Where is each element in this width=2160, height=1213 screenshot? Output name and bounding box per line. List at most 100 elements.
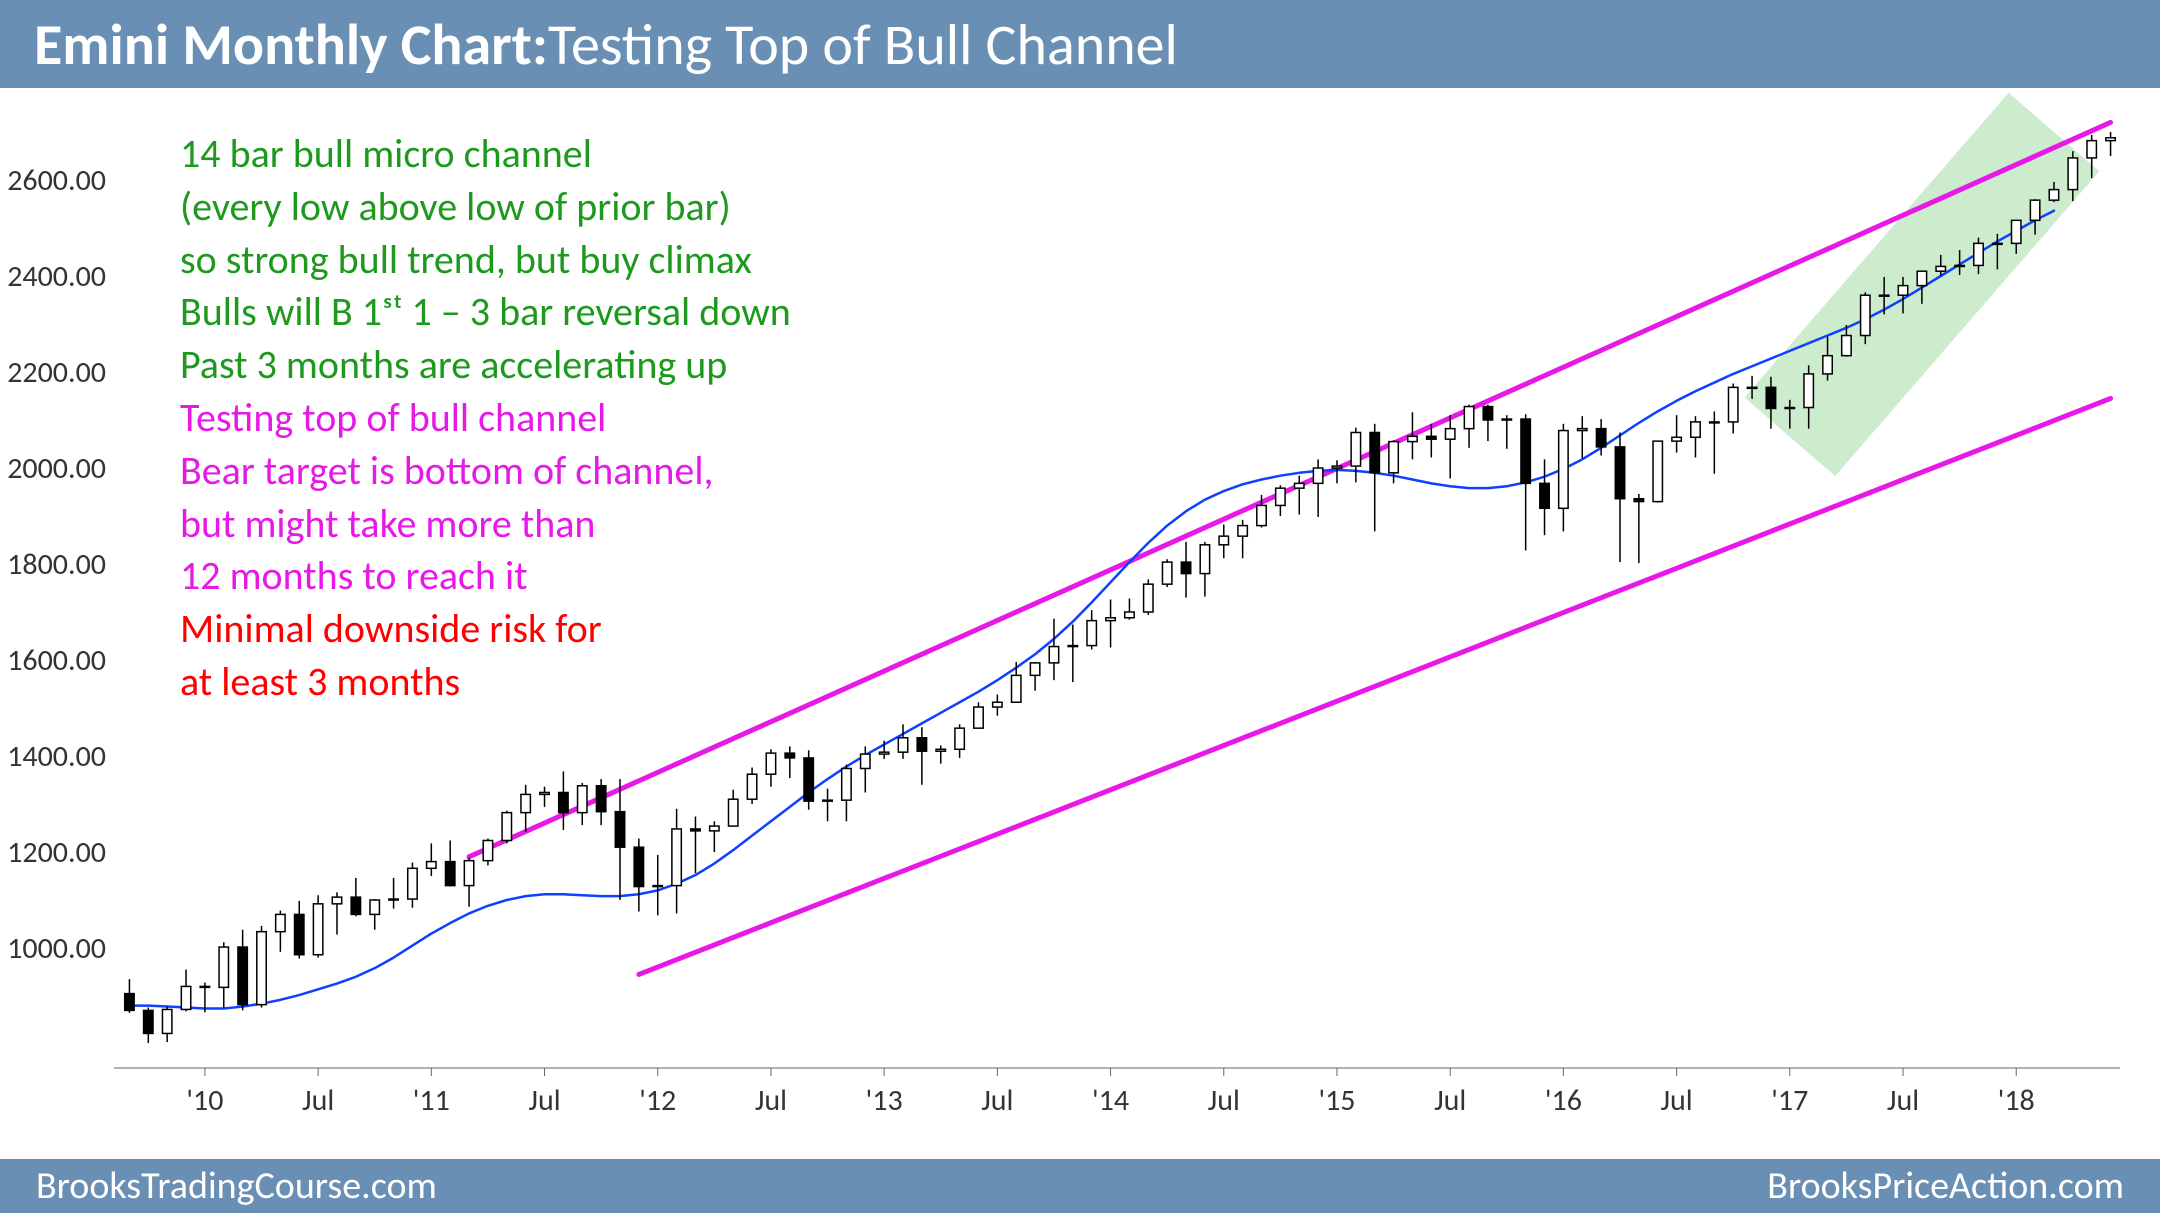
candle — [1521, 419, 1530, 483]
candle — [1125, 612, 1134, 618]
candle — [1955, 265, 1964, 266]
candle — [1879, 295, 1888, 296]
candle — [502, 813, 511, 841]
candle — [1257, 505, 1266, 525]
candle — [1200, 545, 1209, 574]
x-axis-label: '12 — [639, 1082, 676, 1119]
candle — [1030, 663, 1039, 675]
candle — [1672, 437, 1681, 441]
y-axis-label: 2400.00 — [7, 258, 106, 295]
candle — [1068, 646, 1077, 647]
candle — [804, 758, 813, 801]
candle — [1917, 271, 1926, 285]
x-axis-label: '14 — [1092, 1082, 1129, 1119]
candle — [2049, 190, 2058, 201]
x-axis-label: Jul — [1660, 1082, 1692, 1119]
candle — [1162, 562, 1171, 584]
candle — [1012, 675, 1021, 702]
candle — [1295, 483, 1304, 488]
candle — [200, 986, 209, 987]
candle — [483, 840, 492, 860]
candle — [691, 829, 700, 831]
annotation-line: Bulls will B 1ˢᵗ 1 – 3 bar reversal down — [180, 286, 791, 339]
candle — [1634, 499, 1643, 502]
x-axis-label: '13 — [866, 1082, 903, 1119]
candle — [1427, 436, 1436, 439]
candle — [898, 738, 907, 752]
x-axis-label: Jul — [302, 1082, 334, 1119]
annotation-line: Minimal downside risk for — [180, 603, 791, 656]
candle — [1747, 387, 1756, 388]
footer-right: BrooksPriceAction.com — [1767, 1163, 2124, 1209]
annotation-line: (every low above low of prior bar) — [180, 181, 791, 234]
y-axis-label: 1000.00 — [7, 930, 106, 967]
y-axis-label: 1800.00 — [7, 546, 106, 583]
candle — [351, 897, 360, 914]
candle — [1445, 429, 1454, 440]
y-axis-label: 1400.00 — [7, 738, 106, 775]
y-axis-label: 1600.00 — [7, 642, 106, 679]
candle — [1106, 618, 1115, 621]
candle — [1861, 295, 1870, 335]
candle — [578, 786, 587, 813]
candle — [1559, 431, 1568, 509]
x-axis-label: Jul — [1434, 1082, 1466, 1119]
candle — [427, 862, 436, 869]
candle — [162, 1009, 171, 1033]
candle — [1351, 432, 1360, 466]
candle — [747, 774, 756, 799]
candle — [125, 994, 134, 1011]
chart-area: 1000.00 1200.00 1400.00 1600.00 1800.00 2000.… — [0, 88, 2160, 1159]
candle — [559, 792, 568, 812]
x-axis-label: '18 — [1998, 1082, 2035, 1119]
candle — [181, 986, 190, 1009]
candle — [955, 728, 964, 749]
candle — [1898, 286, 1907, 296]
candle — [728, 799, 737, 826]
candle — [295, 914, 304, 954]
candle — [710, 826, 719, 831]
candle — [1974, 243, 1983, 265]
annotation-line: Past 3 months are accelerating up — [180, 339, 791, 392]
y-axis-label: 2000.00 — [7, 450, 106, 487]
x-axis-label: '15 — [1318, 1082, 1355, 1119]
annotation-line: 14 bar bull micro channel — [180, 128, 791, 181]
candle — [1389, 442, 1398, 473]
y-axis-label: 1200.00 — [7, 834, 106, 871]
candle — [993, 702, 1002, 707]
candle — [540, 792, 549, 794]
annotation-line: so strong bull trend, but buy climax — [180, 234, 791, 287]
annotation-line: at least 3 months — [180, 656, 791, 709]
candle — [634, 847, 643, 886]
candle — [238, 947, 247, 1005]
candle — [1785, 408, 1794, 409]
candle — [1728, 387, 1737, 422]
candle — [1615, 447, 1624, 499]
candle — [1332, 466, 1341, 468]
candle — [672, 829, 681, 886]
candle — [785, 753, 794, 758]
candle — [2087, 141, 2096, 158]
candle — [219, 947, 228, 987]
candle — [1276, 488, 1285, 505]
candle — [2106, 138, 2115, 141]
candle — [1710, 422, 1719, 423]
x-axis-label: '10 — [186, 1082, 223, 1119]
annotation-line: but might take more than — [180, 498, 791, 551]
candle — [1219, 536, 1228, 545]
candle — [615, 812, 624, 848]
candle — [144, 1010, 153, 1033]
candle — [1502, 419, 1511, 420]
candle — [1578, 429, 1587, 431]
x-axis-label: Jul — [528, 1082, 560, 1119]
candle — [1181, 562, 1190, 574]
candle — [2012, 220, 2021, 243]
candle — [1540, 483, 1549, 508]
candle — [1144, 584, 1153, 612]
candle — [1691, 422, 1700, 437]
candle — [1804, 374, 1813, 408]
candle — [1766, 387, 1775, 408]
x-axis-label: Jul — [1887, 1082, 1919, 1119]
candle — [2068, 158, 2077, 190]
candle — [1483, 407, 1492, 420]
